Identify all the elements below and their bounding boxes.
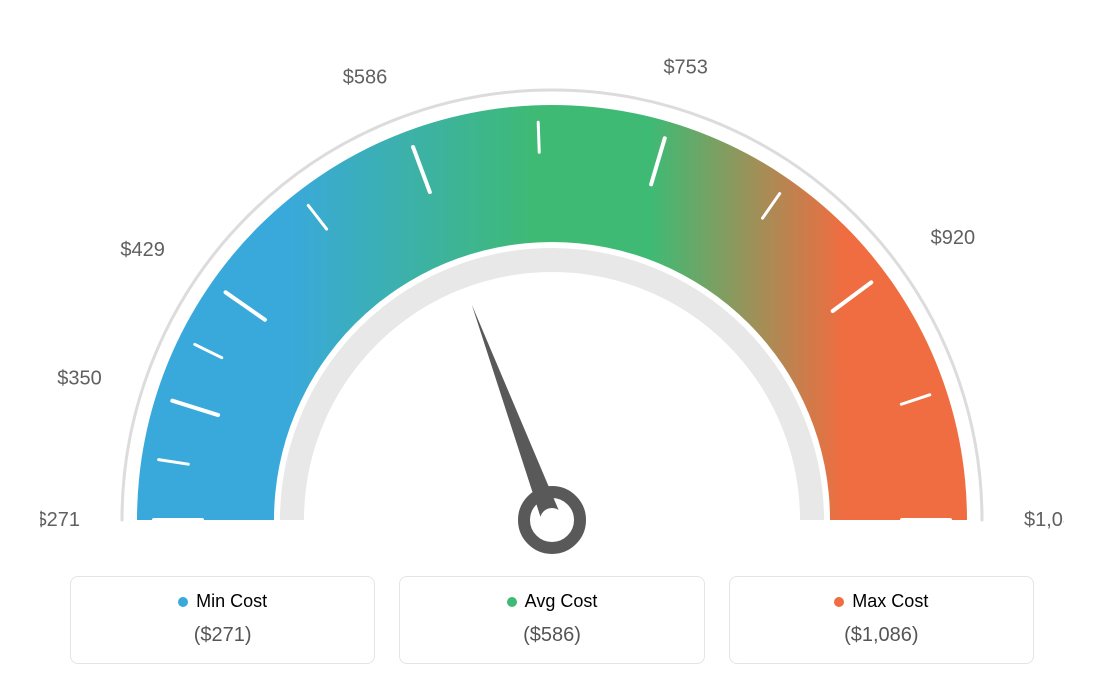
chart-container: $271 $350 $429 $586 $753 $920 $1,086 Min Cost … (0, 0, 1104, 690)
gauge-tick-label: $271 (40, 509, 80, 531)
dot-icon (507, 597, 517, 607)
dot-icon (834, 597, 844, 607)
legend-title-max: Max Cost (834, 591, 928, 612)
legend-value-min: ($271) (81, 624, 364, 647)
legend-title-avg: Avg Cost (507, 591, 598, 612)
dot-icon (178, 597, 188, 607)
legend-value-max: ($1,086) (740, 624, 1023, 647)
gauge-tick-label: $1,086 (1024, 509, 1064, 531)
gauge: $271 $350 $429 $586 $753 $920 $1,086 (40, 20, 1064, 560)
legend-value-avg: ($586) (410, 624, 693, 647)
gauge-tick-label: $753 (663, 56, 708, 78)
legend-row: Min Cost ($271) Avg Cost ($586) Max Cost… (40, 576, 1064, 664)
legend-label-max: Max Cost (852, 591, 928, 612)
legend-label-avg: Avg Cost (525, 591, 598, 612)
gauge-tick-label: $429 (120, 239, 165, 261)
gauge-tick-label: $586 (343, 67, 388, 89)
legend-title-min: Min Cost (178, 591, 267, 612)
gauge-tick-label: $920 (931, 227, 976, 249)
legend-card-avg: Avg Cost ($586) (399, 576, 704, 664)
legend-card-min: Min Cost ($271) (70, 576, 375, 664)
legend-card-max: Max Cost ($1,086) (729, 576, 1034, 664)
gauge-svg: $271 $350 $429 $586 $753 $920 $1,086 (40, 20, 1064, 560)
legend-label-min: Min Cost (196, 591, 267, 612)
gauge-tick-label: $350 (57, 367, 102, 389)
